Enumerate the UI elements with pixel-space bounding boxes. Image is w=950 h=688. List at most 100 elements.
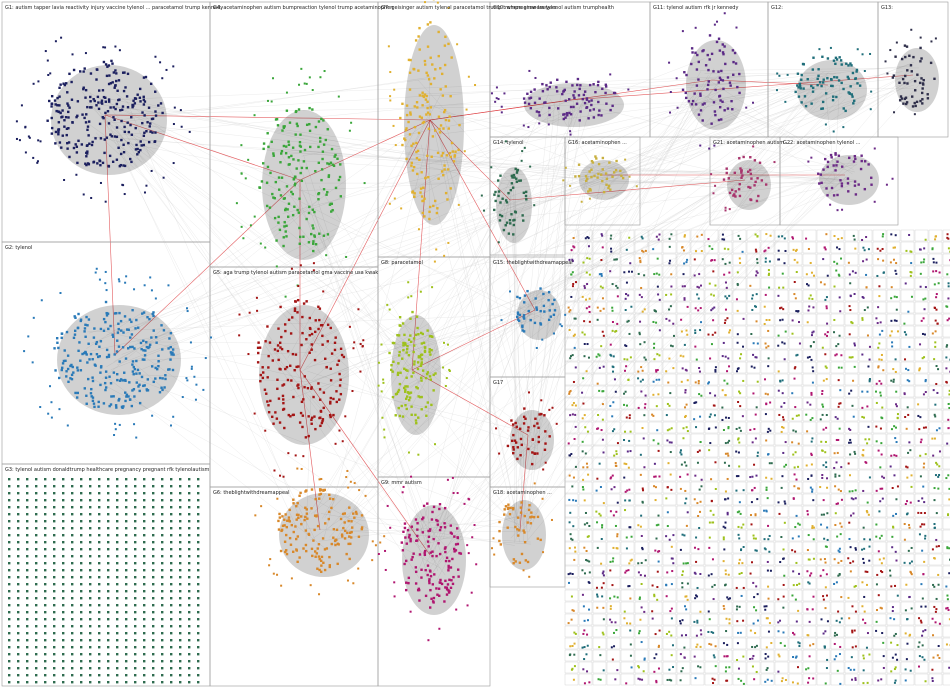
node-g3 [179, 667, 182, 670]
node-g3 [143, 492, 146, 495]
node-g3 [116, 485, 119, 488]
node-g5 [335, 390, 338, 393]
node-g10 [541, 82, 544, 86]
mini-node [895, 262, 898, 265]
node-g9 [463, 502, 466, 505]
node-g3 [80, 562, 83, 565]
node-g17 [548, 435, 551, 438]
node-g6 [347, 486, 350, 489]
mini-node [573, 346, 576, 349]
node-g1 [142, 103, 146, 106]
mini-group-box [886, 541, 901, 554]
node-g9 [400, 541, 404, 544]
node-g10 [594, 90, 597, 94]
node-g1 [105, 74, 109, 78]
node-g1 [46, 119, 49, 122]
mini-group-box [690, 541, 705, 554]
node-g7 [426, 154, 429, 158]
mini-node [601, 286, 604, 289]
mini-group-box [858, 277, 873, 290]
mini-group-box [872, 529, 887, 542]
node-g3 [8, 653, 11, 656]
node-g4 [329, 161, 333, 164]
mini-group-box [830, 589, 845, 602]
node-g3 [89, 520, 92, 523]
edge-bg [300, 348, 415, 527]
edge-bg [310, 163, 858, 541]
node-g10 [577, 94, 581, 97]
node-g2 [107, 353, 111, 357]
mini-node [795, 271, 798, 274]
node-g15 [564, 313, 567, 316]
node-g2 [124, 379, 127, 382]
node-g10 [579, 110, 582, 113]
edge-bg [89, 201, 511, 334]
node-g3 [71, 590, 74, 593]
mini-node [682, 249, 685, 252]
edge-g14-g21 [509, 179, 746, 201]
node-g8 [412, 350, 415, 354]
node-g3 [44, 681, 47, 684]
mini-node [611, 320, 614, 323]
node-g8 [426, 401, 430, 404]
node-g3 [179, 548, 182, 551]
mini-node [723, 273, 726, 276]
node-g4 [327, 174, 331, 177]
mini-group-box [914, 673, 929, 686]
mini-group-box [914, 445, 929, 458]
node-g3 [44, 653, 47, 656]
node-g9 [445, 556, 449, 559]
node-g3 [134, 660, 137, 663]
node-g7 [439, 88, 442, 91]
node-g5 [300, 400, 304, 404]
node-g4 [287, 202, 291, 205]
mini-group-box [676, 421, 691, 434]
mini-node [567, 306, 570, 309]
mini-node [624, 309, 627, 312]
node-g3 [170, 499, 173, 502]
node-g2 [117, 322, 120, 325]
node-g2 [78, 341, 81, 344]
node-g1 [50, 105, 53, 108]
mini-group-box [760, 397, 775, 410]
node-g3 [53, 506, 56, 509]
node-g9 [405, 559, 408, 563]
node-g4 [271, 192, 274, 196]
node-g9 [429, 588, 432, 592]
node-g12 [803, 95, 807, 98]
node-g1 [109, 82, 112, 85]
node-g6 [348, 531, 352, 535]
node-g6 [289, 543, 293, 546]
node-g3 [134, 618, 137, 621]
node-g9 [453, 547, 456, 551]
mini-node [616, 295, 619, 298]
node-g2 [145, 389, 149, 392]
mini-node [810, 334, 813, 337]
mini-node [768, 272, 771, 275]
node-g3 [80, 625, 83, 628]
node-g3 [8, 590, 11, 593]
mini-node [783, 237, 786, 240]
node-g9 [453, 535, 456, 538]
node-g15 [549, 315, 553, 318]
mini-node [610, 250, 613, 253]
node-g14 [505, 221, 509, 224]
node-g2 [168, 337, 171, 340]
mini-group-box [732, 565, 747, 578]
node-g2 [194, 398, 197, 401]
node-g3 [107, 499, 110, 502]
node-g3 [179, 569, 182, 572]
node-g13 [913, 101, 916, 105]
node-g1 [154, 131, 157, 134]
node-g4 [272, 154, 275, 157]
mini-node [935, 293, 938, 296]
mini-group-box [690, 325, 705, 338]
node-g8 [446, 343, 449, 346]
mini-group-box [676, 397, 691, 410]
node-g2 [60, 332, 64, 335]
node-g9 [447, 589, 450, 592]
node-g8 [382, 378, 385, 381]
node-g7 [426, 74, 430, 77]
node-g11 [708, 34, 712, 37]
mini-group-box [914, 553, 929, 566]
